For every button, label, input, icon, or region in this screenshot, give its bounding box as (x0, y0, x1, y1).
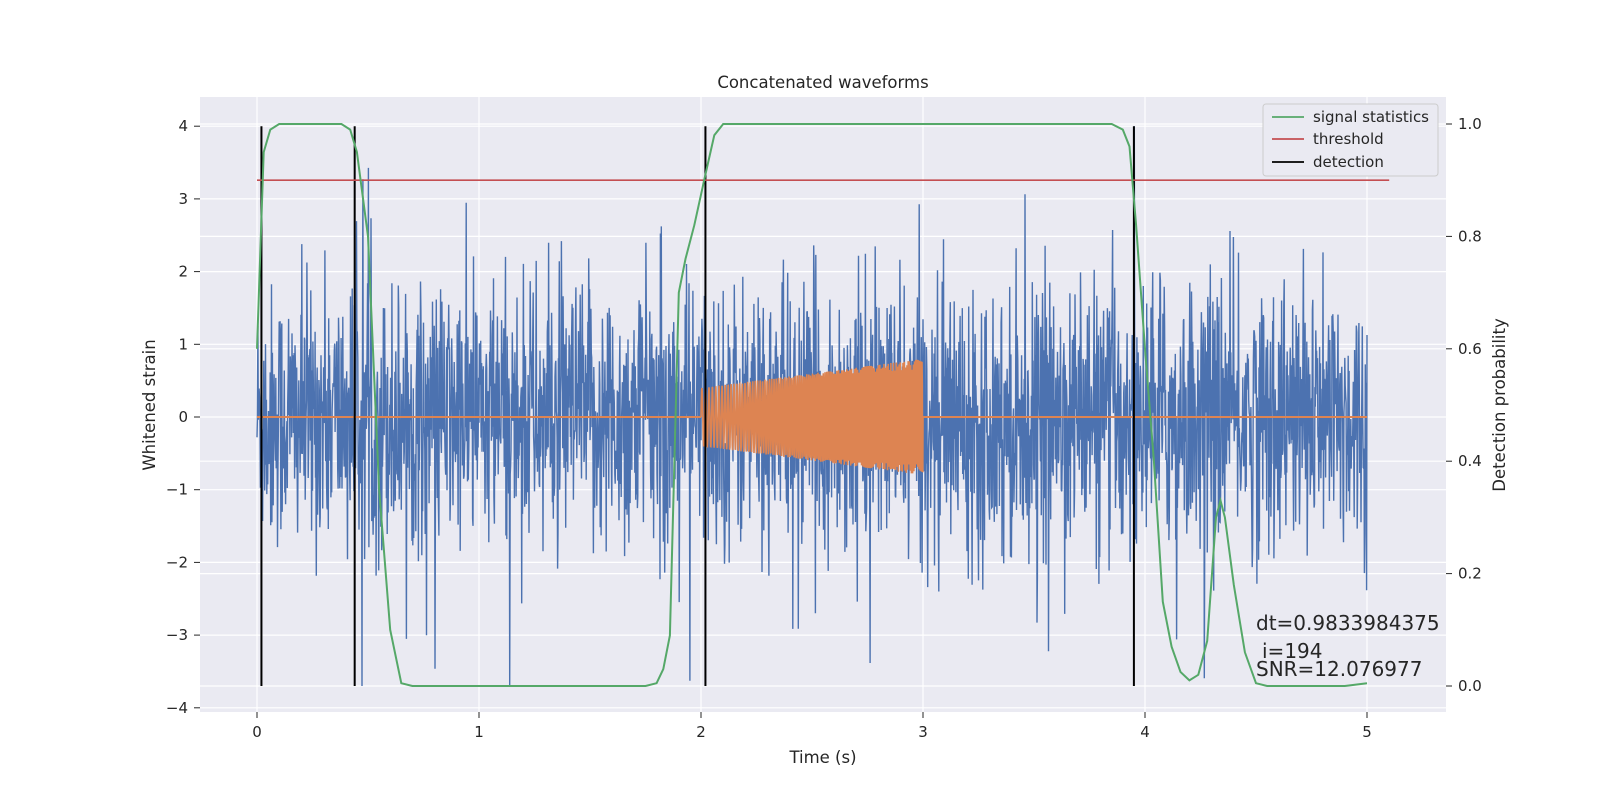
chirp-line (700, 359, 924, 474)
y-tick-label: 4 (178, 117, 188, 135)
y-tick-label: −2 (166, 553, 188, 571)
y-tick-label: −4 (166, 699, 188, 717)
chirp-series (257, 359, 1367, 474)
y-tick-label: 0 (178, 408, 188, 426)
x-tick-label: 1 (474, 723, 484, 741)
annotation-dt: dt=0.9833984375 (1256, 611, 1440, 635)
x-tick-label: 5 (1362, 723, 1372, 741)
legend-label-detection: detection (1313, 153, 1384, 171)
y-tick-label: −1 (166, 481, 188, 499)
x-tick-label: 0 (252, 723, 262, 741)
x-tick-label: 3 (918, 723, 928, 741)
y-tick-label: −3 (166, 626, 188, 644)
signal-statistics-series (256, 123, 1368, 687)
signal-statistics-line (256, 123, 1368, 687)
y-right-tick-label: 0.2 (1458, 565, 1482, 583)
y-tick-label: 1 (178, 335, 188, 353)
chart-title: Concatenated waveforms (717, 73, 928, 92)
legend: signal statistics threshold detection (1262, 103, 1439, 177)
annotation-snr: SNR=12.076977 (1256, 657, 1422, 681)
y-axis-label: Whitened strain (140, 339, 159, 470)
y-right-tick-label: 1.0 (1458, 115, 1482, 133)
y-right-tick-label: 0.6 (1458, 340, 1482, 358)
y-tick-label: 3 (178, 190, 188, 208)
y-right-tick-label: 0.0 (1458, 677, 1482, 695)
x-tick-label: 2 (696, 723, 706, 741)
y-right-tick-label: 0.4 (1458, 452, 1482, 470)
y-right-tick-label: 0.8 (1458, 227, 1482, 245)
legend-box (1262, 103, 1439, 177)
legend-label-signal-statistics: signal statistics (1313, 108, 1429, 126)
legend-label-threshold: threshold (1313, 130, 1384, 148)
x-tick-label: 4 (1140, 723, 1150, 741)
x-axis-label: Time (s) (788, 748, 856, 767)
axis-ticks: 0 1 2 3 4 5 4 3 2 1 0 −1 −2 −3 −4 1.0 0.8 0.6 0.4 0.2 0.0 (166, 115, 1482, 741)
y-axis-right-label: Detection probability (1490, 318, 1509, 492)
annotation-index: i=194 (1262, 639, 1323, 663)
y-tick-label: 2 (178, 263, 188, 281)
